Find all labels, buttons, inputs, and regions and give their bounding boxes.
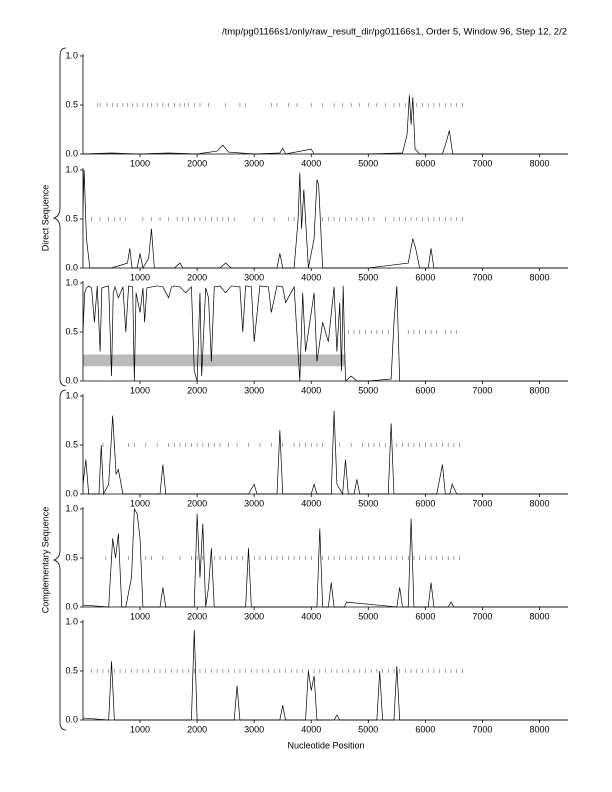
y-tick-label: 1.0 (65, 164, 78, 174)
x-tick-label: 7000 (472, 498, 492, 508)
group-brace (52, 389, 67, 731)
x-tick-label: 5000 (358, 611, 378, 621)
x-tick-label: 6000 (415, 272, 435, 282)
group-label: Direct Sequence (40, 185, 50, 252)
x-tick-label: 3000 (244, 498, 264, 508)
x-tick-label: 5000 (358, 158, 378, 168)
x-tick-label: 4000 (301, 385, 321, 395)
x-tick-label: 8000 (529, 158, 549, 168)
group-brace (52, 47, 67, 387)
x-tick-label: 4000 (301, 724, 321, 734)
x-tick-label: 3000 (244, 158, 264, 168)
y-tick-label: 1.0 (65, 390, 78, 400)
y-tick-label: 0.5 (65, 665, 78, 675)
y-tick-label: 0.0 (65, 601, 78, 611)
x-tick-label: 2000 (187, 724, 207, 734)
x-tick-label: 1000 (130, 158, 150, 168)
data-line (82, 95, 568, 155)
x-tick-label: 5000 (358, 385, 378, 395)
x-tick-label: 8000 (529, 272, 549, 282)
highlight-band (83, 354, 346, 367)
x-tick-label: 7000 (472, 272, 492, 282)
x-tick-label: 6000 (415, 385, 435, 395)
x-tick-label: 4000 (301, 272, 321, 282)
x-tick-label: 2000 (187, 498, 207, 508)
y-tick-label: 1.0 (65, 616, 78, 626)
x-axis-label: Nucleotide Position (287, 740, 364, 750)
y-tick-label: 1.0 (65, 50, 78, 60)
data-line (82, 285, 568, 382)
y-tick-label: 1.0 (65, 503, 78, 513)
x-tick-label: 5000 (358, 272, 378, 282)
x-tick-label: 4000 (301, 611, 321, 621)
x-tick-label: 8000 (529, 724, 549, 734)
data-line (82, 629, 568, 721)
x-tick-label: 7000 (472, 611, 492, 621)
y-tick-label: 0.5 (65, 99, 78, 109)
y-tick-label: 0.5 (65, 439, 78, 449)
x-tick-label: 2000 (187, 385, 207, 395)
x-tick-label: 3000 (244, 611, 264, 621)
x-tick-label: 6000 (415, 498, 435, 508)
y-tick-label: 0.0 (65, 262, 78, 272)
y-tick-label: 0.0 (65, 714, 78, 724)
data-line (82, 410, 568, 496)
x-tick-label: 8000 (529, 385, 549, 395)
x-tick-label: 8000 (529, 498, 549, 508)
x-tick-label: 5000 (358, 724, 378, 734)
y-tick-label: 0.0 (65, 148, 78, 158)
x-tick-label: 2000 (187, 158, 207, 168)
x-tick-label: 3000 (244, 272, 264, 282)
chart-title: /tmp/pg01166s1/only/raw_result_dir/pg011… (222, 27, 567, 38)
group-label: Complementary Sequence (40, 507, 50, 614)
x-tick-label: 2000 (187, 272, 207, 282)
y-tick-label: 0.0 (65, 488, 78, 498)
x-tick-label: 6000 (415, 724, 435, 734)
x-tick-label: 3000 (244, 385, 264, 395)
x-tick-label: 1000 (130, 611, 150, 621)
y-tick-label: 0.5 (65, 213, 78, 223)
data-line (82, 169, 568, 269)
y-tick-label: 0.5 (65, 326, 78, 336)
x-tick-label: 6000 (415, 611, 435, 621)
x-tick-label: 5000 (358, 498, 378, 508)
y-tick-label: 0.5 (65, 552, 78, 562)
data-line (82, 507, 568, 608)
x-tick-label: 1000 (130, 498, 150, 508)
x-tick-label: 3000 (244, 724, 264, 734)
x-tick-label: 7000 (472, 158, 492, 168)
x-tick-label: 7000 (472, 724, 492, 734)
x-tick-label: 1000 (130, 385, 150, 395)
x-tick-label: 6000 (415, 158, 435, 168)
x-tick-label: 2000 (187, 611, 207, 621)
y-tick-label: 1.0 (65, 277, 78, 287)
y-tick-label: 0.0 (65, 375, 78, 385)
x-tick-label: 8000 (529, 611, 549, 621)
x-tick-label: 1000 (130, 272, 150, 282)
x-tick-label: 1000 (130, 724, 150, 734)
x-tick-label: 4000 (301, 498, 321, 508)
x-tick-label: 7000 (472, 385, 492, 395)
x-tick-label: 4000 (301, 158, 321, 168)
